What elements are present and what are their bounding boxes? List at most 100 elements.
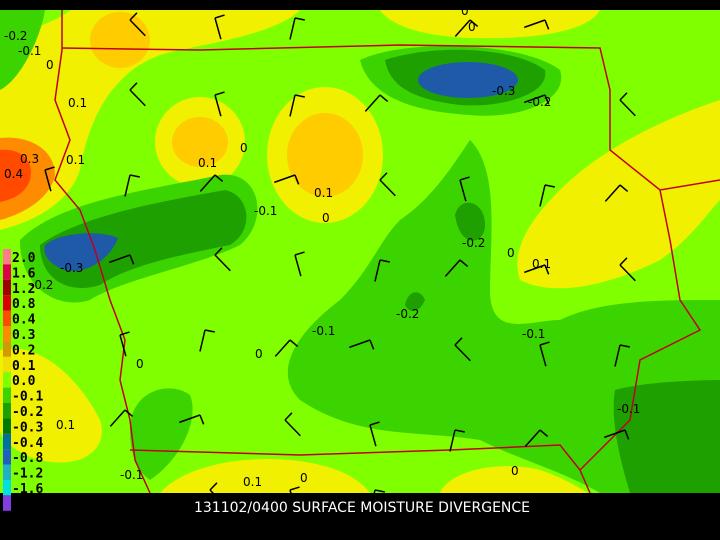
contour-label: -0.2	[528, 95, 551, 109]
contour-label: -0.1	[120, 468, 143, 482]
legend-swatch	[3, 403, 11, 419]
legend-swatch	[3, 295, 11, 311]
legend-swatch	[3, 326, 11, 342]
title: 131102/0400 SURFACE MOISTURE DIVERGENCE	[194, 500, 530, 516]
legend-swatch	[3, 249, 11, 265]
wind-barb	[449, 429, 456, 452]
wind-barb	[379, 179, 396, 197]
legend-label: 1.6	[12, 266, 36, 281]
wind-barb	[619, 99, 636, 117]
legend-swatch	[3, 341, 11, 357]
wind-barb	[199, 414, 205, 425]
legend-swatch	[3, 418, 11, 434]
legend-label: 0.4	[12, 313, 36, 328]
border	[579, 189, 702, 494]
wind-barb	[129, 82, 138, 91]
field-region	[517, 100, 720, 289]
field-region	[380, 10, 600, 39]
field-region	[287, 113, 363, 197]
wind-barb	[289, 17, 296, 40]
field-region	[0, 10, 300, 230]
legend-label: 0.0	[12, 374, 36, 389]
legend-label: -0.4	[12, 436, 43, 451]
legend-swatch	[3, 480, 11, 496]
wind-barb	[284, 419, 301, 437]
field-region	[90, 12, 150, 68]
wind-barb	[294, 254, 302, 277]
wind-barb	[204, 329, 215, 333]
legend-label: -0.3	[12, 420, 43, 435]
legend-label: -1.6	[12, 482, 43, 497]
field-region	[418, 62, 518, 98]
legend-label: -0.2	[12, 405, 43, 420]
legend-label: 2.0	[12, 251, 36, 266]
contour-label: 0	[240, 141, 248, 155]
wind-barb	[209, 489, 226, 507]
contour-label: 0.3	[20, 152, 39, 166]
wind-barb	[129, 174, 140, 178]
field-region	[405, 292, 425, 312]
wind-barb	[524, 19, 546, 29]
legend-swatch	[3, 264, 11, 280]
wind-barb	[44, 166, 55, 171]
wind-barb	[454, 344, 471, 362]
wind-barb	[214, 91, 225, 96]
contour-label: 0.1	[68, 96, 87, 110]
wind-barb	[214, 254, 231, 272]
legend: 2.01.61.20.80.40.30.20.10.0-0.1-0.2-0.3-…	[3, 249, 43, 512]
contour-label: 0	[461, 4, 469, 18]
legend-swatch	[3, 310, 11, 326]
wind-barb	[524, 94, 546, 104]
legend-swatch	[3, 372, 11, 388]
wind-barb	[614, 344, 621, 367]
field-region	[440, 466, 590, 493]
legend-label: 0.2	[12, 343, 35, 358]
wind-barb	[604, 429, 626, 439]
wind-barb	[369, 489, 376, 512]
legend-swatch	[3, 449, 11, 465]
wind-barb	[374, 489, 385, 493]
legend-label: 0.3	[12, 328, 35, 343]
wind-barb	[369, 424, 377, 447]
contour-label: 0.1	[56, 418, 75, 432]
wind-barb	[109, 409, 126, 427]
wind-barb	[539, 429, 549, 438]
contour-label: -0.3	[60, 261, 83, 275]
wind-barb	[369, 339, 375, 350]
wind-barb	[379, 172, 388, 181]
legend-label: 0.8	[12, 297, 36, 312]
wind-barb	[44, 169, 52, 192]
contour-label: 0.1	[66, 153, 85, 167]
wind-barb	[284, 412, 293, 421]
wind-barb	[294, 17, 305, 21]
wind-barb	[294, 94, 305, 98]
wind-barb	[124, 174, 131, 197]
wind-barb	[454, 337, 463, 346]
field-region	[160, 459, 370, 493]
wind-barb	[454, 19, 471, 37]
wind-barb	[374, 259, 381, 282]
wind-barb	[294, 251, 305, 256]
wind-barb	[539, 344, 547, 367]
wind-barb	[289, 489, 297, 512]
wind-barb	[129, 12, 138, 21]
wind-barb	[124, 409, 134, 418]
field-region	[0, 10, 45, 90]
contour-label: -0.1	[18, 44, 41, 58]
wind-barb	[544, 184, 555, 188]
legend-swatch	[3, 464, 11, 480]
contour-label: -0.3	[492, 84, 515, 98]
contour-label: 0	[46, 58, 54, 72]
contour-label: -0.1	[312, 324, 335, 338]
wind-barb	[459, 176, 470, 181]
wind-barb	[369, 421, 380, 426]
wind-barb	[524, 429, 541, 447]
wind-barbs	[44, 12, 636, 512]
wind-barb	[129, 19, 146, 37]
wind-barb	[199, 329, 206, 352]
legend-label: -0.1	[12, 390, 43, 405]
field-region	[130, 388, 193, 480]
wind-barb	[619, 92, 628, 101]
wind-barb	[214, 14, 225, 19]
